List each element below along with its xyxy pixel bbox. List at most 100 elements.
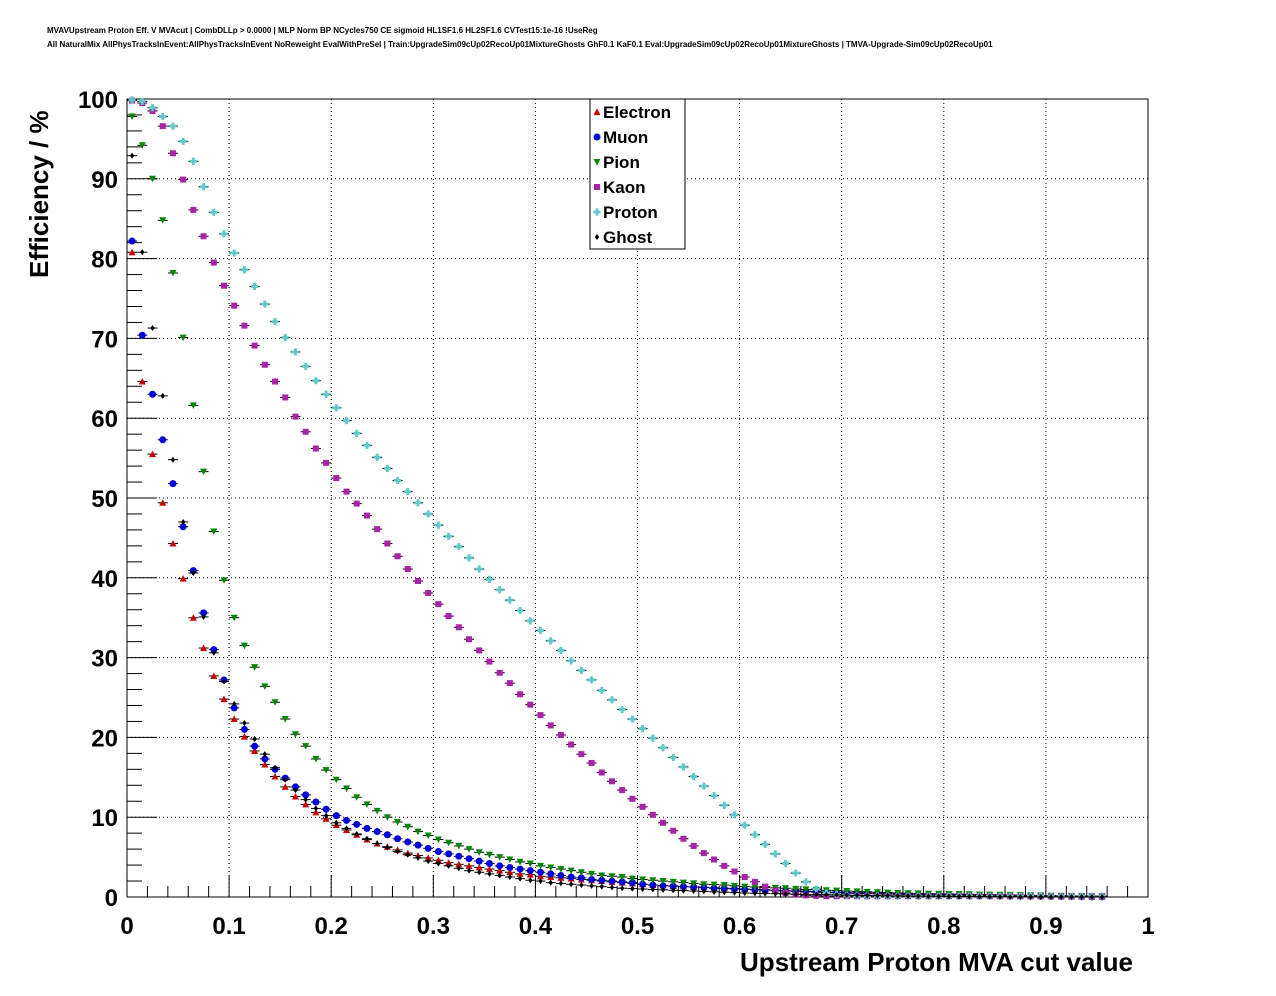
data-point [414, 577, 421, 584]
data-point [138, 331, 146, 339]
data-point [690, 880, 698, 887]
data-point [762, 890, 768, 897]
data-point [783, 890, 788, 897]
data-point [383, 814, 391, 821]
data-point [394, 553, 401, 560]
data-point [179, 137, 187, 145]
x-tick-label: 1 [1141, 913, 1154, 940]
data-point [526, 617, 534, 625]
series-electron [127, 248, 1108, 900]
data-point [628, 715, 636, 723]
y-tick-label: 40 [91, 566, 118, 593]
data-point [138, 142, 146, 149]
data-point [404, 823, 412, 831]
data-point [261, 361, 268, 368]
data-point [487, 870, 492, 877]
data-point [485, 859, 493, 867]
data-point [303, 796, 308, 803]
data-point [230, 704, 238, 712]
data-point [128, 248, 136, 256]
data-point [404, 566, 411, 573]
data-point [322, 767, 330, 774]
grid-lines [127, 99, 1148, 897]
data-point [312, 445, 319, 452]
data-point [373, 807, 381, 815]
data-point [781, 859, 790, 868]
data-point [128, 96, 136, 104]
legend-item-kaon: Kaon [594, 178, 646, 197]
data-point [393, 476, 402, 485]
data-point [445, 839, 453, 847]
data-point [628, 875, 636, 883]
data-point [334, 819, 339, 826]
legend-item-ghost: Ghost [594, 228, 652, 247]
x-tick-label: 0.8 [927, 913, 960, 940]
data-point [394, 835, 402, 843]
data-point [905, 893, 911, 900]
data-point [1038, 893, 1043, 900]
data-point [383, 831, 391, 839]
data-point [690, 772, 698, 781]
data-point [690, 883, 698, 891]
data-point [230, 249, 238, 257]
data-point [169, 122, 177, 130]
data-point [169, 539, 177, 547]
y-tick-label: 80 [91, 247, 118, 274]
data-point [261, 683, 269, 690]
data-point [761, 840, 769, 848]
data-point [291, 348, 300, 356]
data-point [537, 868, 545, 876]
data-point [690, 842, 697, 849]
data-point [599, 883, 604, 890]
data-point [405, 851, 410, 858]
data-point [659, 744, 667, 752]
data-point [445, 532, 453, 540]
data-point [201, 613, 206, 620]
data-point [628, 879, 636, 887]
data-point [577, 666, 585, 674]
data-point [854, 892, 860, 899]
data-point [434, 856, 442, 864]
data-point [588, 875, 596, 883]
data-point [649, 734, 657, 742]
data-point [220, 282, 227, 289]
data-point [730, 811, 739, 819]
data-point [679, 763, 688, 771]
data-point [465, 846, 473, 853]
series-ghost [127, 152, 1108, 900]
data-point [210, 259, 217, 266]
data-point [424, 844, 432, 852]
x-tick-label: 0.2 [315, 913, 348, 940]
data-point [485, 851, 493, 859]
data-point [353, 794, 361, 801]
data-point [434, 848, 442, 856]
data-point [812, 885, 820, 893]
data-point [383, 464, 391, 473]
data-point [302, 362, 310, 370]
x-axis-title: Upstream Proton MVA cut value [740, 947, 1133, 977]
data-point [251, 742, 259, 750]
data-point [528, 877, 533, 884]
data-point [425, 589, 432, 596]
data-point [200, 233, 207, 240]
data-point [731, 868, 738, 875]
data-point [434, 521, 443, 529]
data-point [639, 803, 646, 810]
data-point [138, 377, 146, 385]
data-point [159, 112, 167, 121]
data-point [496, 867, 504, 874]
data-point [148, 104, 157, 112]
data-point [548, 879, 553, 886]
data-point [681, 887, 686, 894]
data-point [230, 715, 238, 723]
data-point [241, 322, 248, 329]
data-point [527, 701, 534, 708]
x-tick-label: 0.1 [212, 913, 245, 940]
data-point [649, 881, 657, 889]
data-point [199, 183, 208, 191]
data-point [516, 865, 524, 873]
data-point [496, 586, 504, 594]
y-tick-label: 10 [91, 805, 118, 832]
data-point [598, 872, 606, 879]
data-point [312, 755, 320, 763]
